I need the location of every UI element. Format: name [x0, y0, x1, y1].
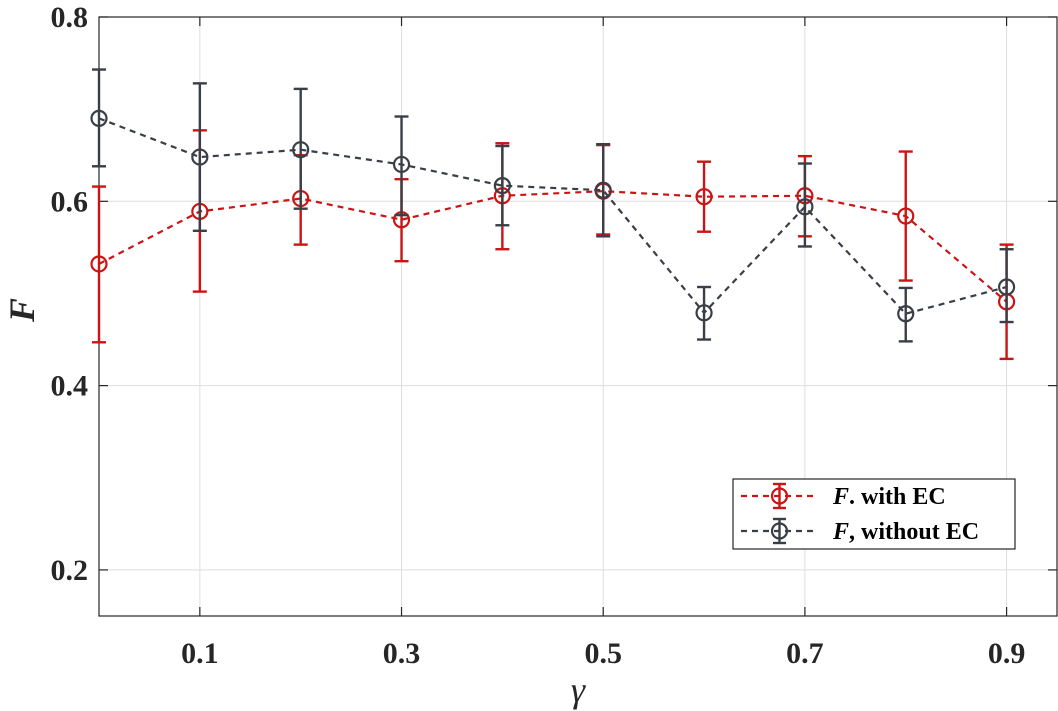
- legend-entry-2: F, without EC: [741, 517, 979, 545]
- x-tick-label: 0.1: [181, 637, 219, 670]
- y-axis-label: F: [2, 298, 42, 323]
- series-2: [90, 68, 1016, 343]
- axis-ticks: 0.1 0.3 0.5 0.7 0.9 0.2 0.4 0.6 0.8: [51, 1, 1057, 670]
- series-group: [90, 68, 1016, 361]
- data-point: [493, 177, 511, 195]
- legend-label: F, without EC: [832, 519, 979, 545]
- legend-entry-1: F. with EC: [741, 482, 946, 510]
- legend-swatch-marker: [770, 487, 789, 505]
- data-point: [897, 207, 915, 225]
- legend-entries: F. with EC F, without EC: [741, 482, 979, 545]
- series-line: [98, 190, 1008, 303]
- data-point: [90, 109, 108, 127]
- series-line: [98, 117, 1007, 315]
- legend: F. with EC F, without EC: [732, 478, 1016, 550]
- y-tick-label: 0.6: [51, 185, 89, 218]
- y-tick-label: 0.4: [51, 370, 89, 403]
- x-tick-label: 0.7: [786, 637, 824, 670]
- legend-label: F. with EC: [832, 484, 946, 510]
- x-tick-label: 0.9: [988, 637, 1026, 670]
- data-point: [594, 181, 612, 199]
- y-tick-label: 0.8: [51, 1, 89, 34]
- series-1: [90, 129, 1016, 361]
- y-tick-label: 0.2: [51, 554, 89, 587]
- data-point: [191, 148, 209, 166]
- data-point: [392, 155, 411, 174]
- data-point: [897, 305, 915, 323]
- data-point: [997, 278, 1016, 296]
- data-point: [695, 304, 713, 322]
- legend-swatch-marker: [770, 522, 789, 540]
- data-point: [292, 141, 310, 159]
- x-tick-label: 0.3: [383, 637, 421, 670]
- x-axis-label: γ: [571, 670, 586, 710]
- data-point: [90, 255, 108, 273]
- x-tick-label: 0.5: [584, 637, 622, 670]
- data-point: [796, 198, 814, 216]
- data-point: [695, 188, 713, 206]
